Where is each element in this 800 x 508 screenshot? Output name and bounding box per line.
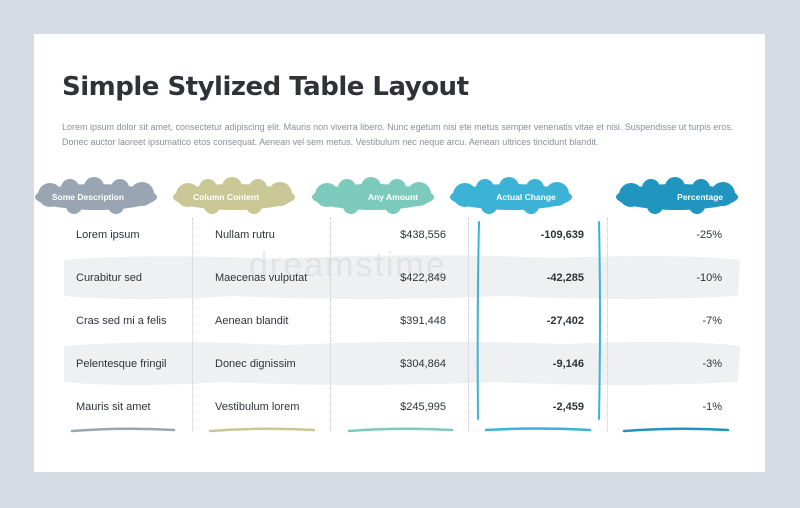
page-title: Simple Stylized Table Layout [62, 72, 469, 102]
table-cell: -25% [696, 229, 722, 241]
table-cell: -3% [702, 358, 722, 370]
table-cell: -109,639 [540, 229, 584, 241]
underline-5 [622, 427, 730, 433]
table-cell: Mauris sit amet [76, 401, 151, 413]
description-text: Lorem ipsum dolor sit amet, consectetur … [62, 122, 734, 147]
table-cell: Donec dignissim [215, 358, 296, 370]
underline-2 [208, 427, 316, 433]
underline-4 [484, 427, 592, 432]
header-any-amount: Any Amount [367, 192, 419, 202]
table-cell: -1% [702, 401, 722, 413]
column-divider [330, 218, 331, 432]
table-cell: $438,556 [400, 229, 446, 241]
header-column-content: Column Content [192, 192, 260, 202]
table-cell: Nullam rutru [215, 229, 275, 241]
table-cell: Cras sed mi a felis [76, 315, 167, 327]
table-cell: $422,849 [400, 272, 446, 284]
table-cell: -27,402 [546, 315, 584, 327]
column-divider [192, 218, 193, 432]
table-cell: Pelentesque fringil [76, 358, 167, 370]
table-cell: Aenean blandit [215, 315, 289, 327]
header-blob-1 [35, 177, 157, 214]
table-cell: Vestibulum lorem [215, 401, 300, 413]
table-decoration [35, 177, 740, 433]
highlight-line-right [598, 221, 601, 420]
table-cell: Maecenas vulputat [215, 272, 308, 284]
table-cell: $391,448 [400, 315, 446, 327]
header-blob-3 [312, 177, 434, 214]
underline-1 [70, 427, 176, 433]
row-stripe-2 [64, 255, 740, 299]
table-cell: -10% [696, 272, 722, 284]
header-percentage: Percentage [677, 192, 723, 202]
table-cell: $245,995 [400, 401, 446, 413]
highlight-line-left [476, 221, 480, 420]
header-blob-2 [173, 177, 295, 214]
header-actual-change: Actual Change [496, 192, 556, 202]
header-blob-4 [450, 177, 572, 214]
content-card: Simple Stylized Table Layout Lorem ipsum… [34, 34, 765, 472]
header-some-description: Some Description [51, 192, 125, 202]
row-stripe-4 [64, 341, 740, 385]
underline-3 [347, 427, 454, 433]
column-divider [468, 218, 469, 432]
table-cell: Lorem ipsum [76, 229, 140, 241]
table-cell: -2,459 [552, 401, 584, 413]
table-cell: Curabitur sed [76, 272, 143, 284]
table-cell: -42,285 [546, 272, 584, 284]
header-blob-5 [616, 177, 738, 214]
table-cell: $304,864 [400, 358, 446, 370]
table-cell: -9,146 [552, 358, 584, 370]
column-divider [607, 218, 608, 432]
table-cell: -7% [702, 315, 722, 327]
